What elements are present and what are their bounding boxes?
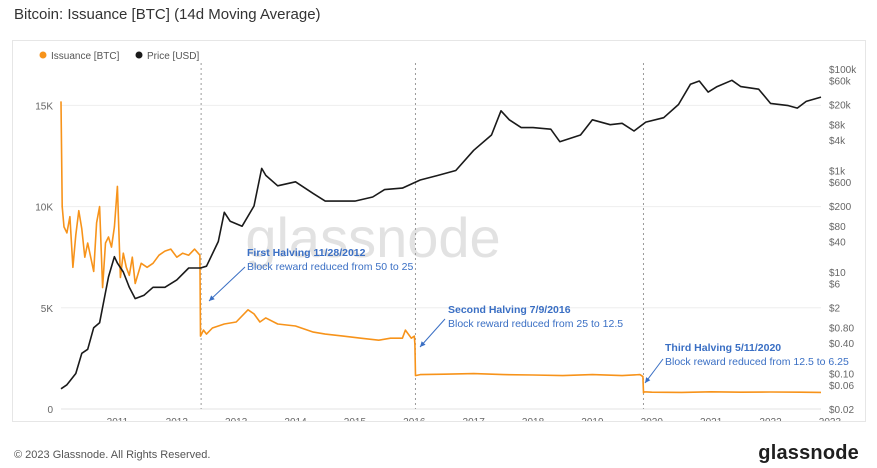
x-tick-label: 2011 <box>107 417 129 421</box>
annotation-arrow <box>208 266 246 302</box>
annotation-arrowhead <box>420 341 426 347</box>
legend: Issuance [BTC] Price [USD] <box>39 51 199 62</box>
x-tick-label: 2013 <box>225 417 248 421</box>
y-left-tick-label: 15K <box>35 101 53 112</box>
y-right-tick-label: $20k <box>829 100 852 111</box>
annotations: First Halving 11/28/2012 Block reward red… <box>208 247 849 384</box>
annotation-arrow <box>419 318 446 348</box>
x-tick-label: 2017 <box>463 417 486 421</box>
y-right-tick-label: $0.40 <box>829 339 854 350</box>
y-right-tick-label: $4k <box>829 136 846 147</box>
y-right-tick-label: $1k <box>829 167 846 178</box>
y-right-tick-label: $60k <box>829 76 852 87</box>
x-tick-label: 2018 <box>522 417 545 421</box>
copyright-text: © 2023 Glassnode. All Rights Reserved. <box>14 449 211 461</box>
legend-label-issuance: Issuance [BTC] <box>51 51 120 62</box>
grid-layer <box>61 104 821 410</box>
y-right-tick-label: $200 <box>829 202 852 213</box>
y-right-tick-label: $40 <box>829 237 846 248</box>
halving-annotation-title: Second Halving 7/9/2016 <box>448 304 571 316</box>
x-tick-label: 2015 <box>344 417 367 421</box>
halving-annotation-text: Block reward reduced from 50 to 25 <box>247 261 413 273</box>
y-left-tick-label: 0 <box>47 405 53 416</box>
halving-annotation-text: Block reward reduced from 25 to 12.5 <box>448 318 623 330</box>
legend-swatch-price <box>135 51 143 59</box>
legend-swatch-issuance <box>39 51 47 59</box>
y-right-tick-label: $6 <box>829 279 841 290</box>
x-tick-label: 2014 <box>284 417 307 421</box>
halving-annotation-title: Third Halving 5/11/2020 <box>665 342 781 354</box>
chart-frame: glassnode 0 5K 10K 15K $100k $60k $20k $8k $4k $1… <box>12 40 866 428</box>
series-layer <box>60 79 822 394</box>
y-left-tick-label: 10K <box>35 203 53 214</box>
x-tick-label: 2012 <box>166 417 189 421</box>
y-right-tick-label: $0.10 <box>829 370 854 381</box>
halving-annotation-title: First Halving 11/28/2012 <box>247 247 366 259</box>
x-tick-label: 2019 <box>581 417 604 421</box>
x-tick-label: 2020 <box>641 417 664 421</box>
issuance-series-line <box>60 101 822 394</box>
x-tick-label: 2023 <box>819 417 842 421</box>
price-series-line <box>60 79 822 390</box>
y-left-tick-label: 5K <box>41 304 54 315</box>
issuance-price-chart: glassnode 0 5K 10K 15K $100k$60k $20k $8k $4k $1… <box>35 51 857 428</box>
annotation-arrowhead <box>209 295 215 301</box>
y-right-tick-label: $600 <box>829 178 852 189</box>
watermark: glassnode <box>245 206 500 269</box>
y-right-tick-label: $10 <box>829 268 846 279</box>
x-tick-label: 2022 <box>759 417 782 421</box>
glassnode-logo: glassnode <box>758 442 859 464</box>
y-right-tick-label: $0.80 <box>829 324 854 335</box>
x-tick-label: 2021 <box>700 417 723 421</box>
legend-label-price: Price [USD] <box>147 51 199 62</box>
y-right-tick-label: $0.06 <box>829 381 854 392</box>
y-right-tick-label: $8k <box>829 121 846 132</box>
chart-title: Bitcoin: Issuance [BTC] (14d Moving Aver… <box>14 6 321 23</box>
annotation-arrowhead <box>645 377 651 383</box>
y-right-tick-label: $100k <box>829 65 857 76</box>
y-right-tick-label: $2 <box>829 303 841 314</box>
y-right-tick-label: $80 <box>829 222 846 233</box>
x-tick-label: 2016 <box>403 417 426 421</box>
halving-annotation-text: Block reward reduced from 12.5 to 6.25 <box>665 356 849 368</box>
y-right-tick-label: $0.02 <box>829 405 854 416</box>
